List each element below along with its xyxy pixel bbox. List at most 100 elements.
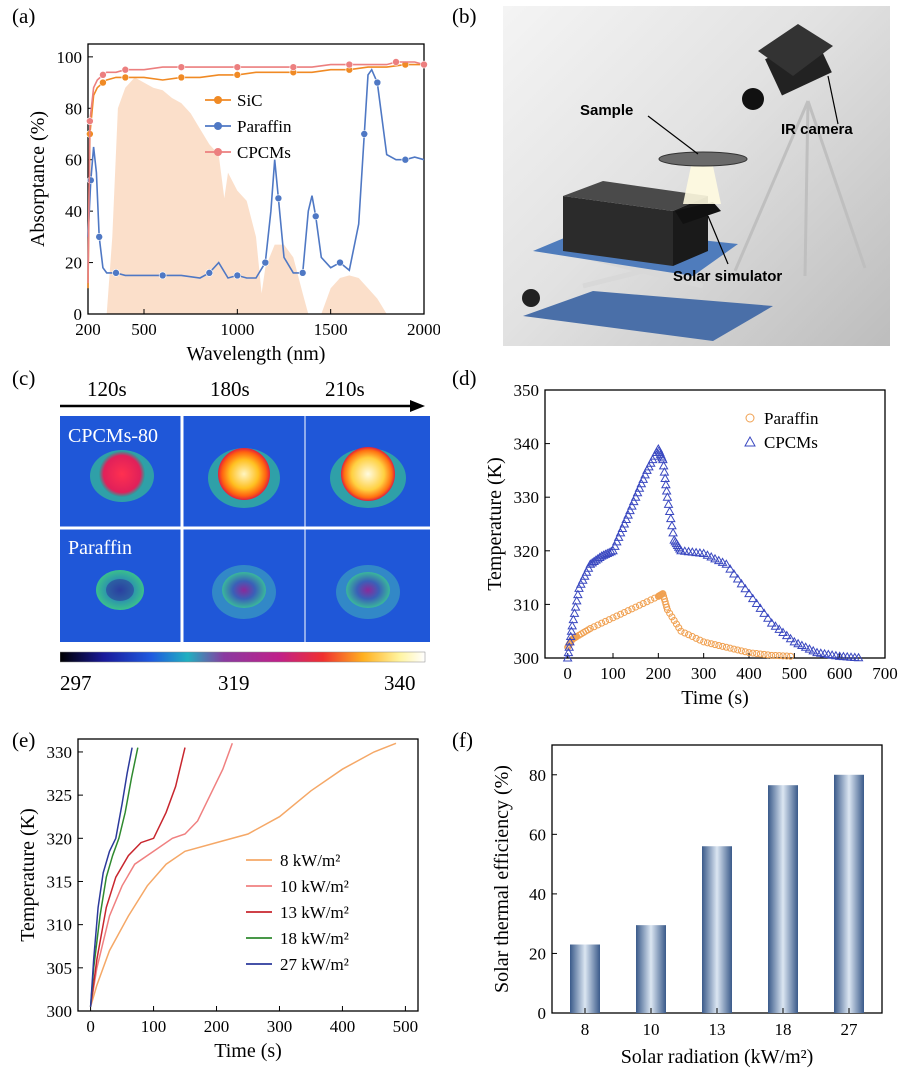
thermal-image-paraffin-120s xyxy=(96,570,144,610)
ir-camera-lens xyxy=(742,88,764,110)
temperature-time-chart: 0 100 200 300 400 500 600 700 300 310 320 330 340 350… xyxy=(484,381,898,709)
data-point xyxy=(725,564,735,573)
data-point xyxy=(707,640,715,648)
data-point xyxy=(681,629,689,637)
data-point xyxy=(668,613,676,621)
y-tick-label: 305 xyxy=(47,959,73,978)
panel-label-f: (f) xyxy=(452,728,473,752)
solar-simulator-front xyxy=(563,196,673,266)
y-tick-label: 20 xyxy=(529,944,546,963)
data-point xyxy=(625,505,635,515)
data-point xyxy=(630,492,641,501)
data-point xyxy=(420,60,428,69)
data-point xyxy=(634,483,645,492)
data-point xyxy=(662,492,673,501)
data-point xyxy=(620,608,628,616)
data-point xyxy=(635,601,643,609)
data-point xyxy=(274,194,283,203)
data-point xyxy=(736,578,747,588)
data-point xyxy=(571,595,582,605)
data-point xyxy=(808,645,819,655)
data-point xyxy=(700,638,708,646)
y-tick-label: 80 xyxy=(65,99,82,118)
data-point xyxy=(623,510,633,519)
legend-label: CPCMs xyxy=(237,143,291,162)
x-tick-label: 200 xyxy=(204,1017,230,1036)
data-point xyxy=(745,649,753,657)
data-point xyxy=(158,271,167,280)
data-point xyxy=(785,633,796,643)
y-tick-label: 340 xyxy=(514,435,540,454)
data-point xyxy=(567,620,578,630)
y-axis-label: Absorptance (%) xyxy=(27,111,49,247)
data-point xyxy=(668,527,678,537)
data-point xyxy=(729,569,739,578)
setup-illustration: Sample IR camera Solar simulator xyxy=(503,6,890,346)
series-line xyxy=(89,747,139,1007)
data-point xyxy=(632,603,640,611)
data-point xyxy=(298,269,307,277)
y-tick-label: 20 xyxy=(65,254,82,273)
data-point xyxy=(663,606,671,614)
x-tick-label: 300 xyxy=(267,1017,293,1036)
data-point xyxy=(610,541,620,550)
data-point xyxy=(566,626,577,635)
data-point xyxy=(804,644,815,653)
data-point xyxy=(177,73,186,82)
solar-simulator-top xyxy=(563,181,708,211)
data-point xyxy=(734,646,742,654)
time-arrow-head xyxy=(410,400,425,412)
series-line xyxy=(89,742,397,1007)
data-point xyxy=(722,643,730,651)
y-tick-label: 40 xyxy=(65,202,82,221)
time-label-210s: 210s xyxy=(325,377,365,401)
panel-label-e: (e) xyxy=(12,728,36,752)
y-tick-label: 0 xyxy=(74,305,83,324)
bar-27 xyxy=(834,774,864,1013)
y-tick-label: 40 xyxy=(529,885,546,904)
thermal-image-cpcms-120s xyxy=(90,450,154,502)
legend-marker xyxy=(214,96,222,104)
data-point xyxy=(568,614,579,624)
scale-tick-min: 297 xyxy=(60,671,92,695)
data-point xyxy=(751,598,762,608)
data-point xyxy=(747,593,758,603)
data-point xyxy=(605,616,613,624)
data-point xyxy=(726,644,734,652)
data-point xyxy=(112,269,120,277)
y-tick-label: 310 xyxy=(47,916,73,935)
data-point xyxy=(99,71,107,79)
temperature-irradiance-chart: 0 100 200 300 400 500 300 305 310 315 320 325 330 Tim… xyxy=(17,738,419,1062)
y-tick-label: 60 xyxy=(65,151,82,170)
data-point xyxy=(611,536,622,546)
data-point xyxy=(628,496,639,506)
ir-camera-label: IR camera xyxy=(781,121,853,138)
y-axis-label: Solar thermal efficiency (%) xyxy=(491,765,513,993)
data-point xyxy=(853,652,864,662)
thermal-image-paraffin-180s xyxy=(212,565,276,619)
x-tick-label: 13 xyxy=(709,1020,726,1039)
x-tick-label: 8 xyxy=(581,1020,590,1039)
data-point xyxy=(289,63,298,71)
x-axis-label: Wavelength (nm) xyxy=(187,343,326,365)
data-point xyxy=(121,65,130,74)
data-point xyxy=(692,634,700,642)
scale-tick-mid: 319 xyxy=(218,671,250,695)
legend-marker xyxy=(214,122,222,130)
bar-8 xyxy=(570,944,600,1013)
data-point xyxy=(749,649,757,657)
x-tick-label: 700 xyxy=(872,664,898,683)
legend-label: 27 kW/m² xyxy=(280,955,349,974)
data-point xyxy=(360,130,369,138)
data-point xyxy=(589,556,599,566)
legend-marker xyxy=(214,148,222,156)
bar-13 xyxy=(702,846,732,1013)
data-point xyxy=(581,567,592,576)
x-tick-label: 10 xyxy=(643,1020,660,1039)
data-point xyxy=(711,641,719,649)
data-point xyxy=(562,652,573,662)
data-point xyxy=(565,636,575,646)
data-point xyxy=(609,614,617,622)
data-point xyxy=(667,520,677,530)
data-point xyxy=(797,640,807,649)
